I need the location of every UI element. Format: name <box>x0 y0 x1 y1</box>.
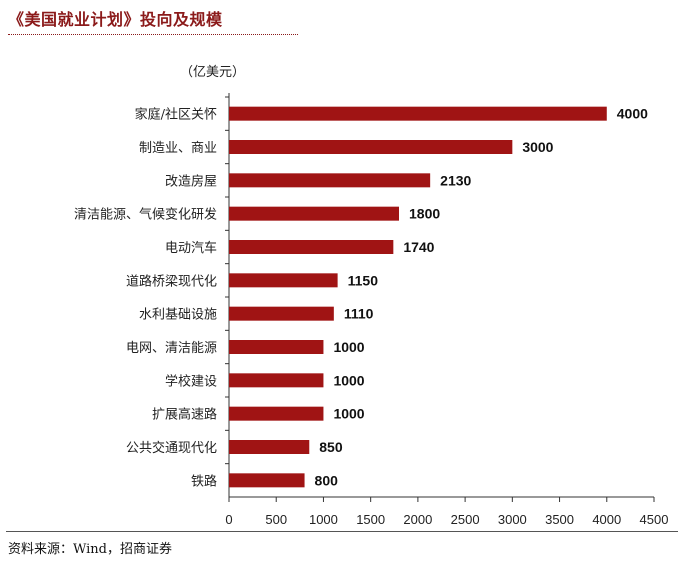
category-label: 道路桥梁现代化 <box>126 273 217 289</box>
category-label: 扩展高速路 <box>152 407 217 423</box>
footer-divider <box>6 531 678 532</box>
x-tick-label: 2500 <box>451 512 480 527</box>
category-label: 水利基础设施 <box>139 308 217 323</box>
category-label: 学校建设 <box>165 373 217 389</box>
category-label: 家庭/社区关怀 <box>135 107 217 123</box>
x-tick-label: 3500 <box>545 512 574 527</box>
category-label: 电动汽车 <box>165 240 217 256</box>
bar <box>229 173 431 188</box>
category-label: 公共交通现代化 <box>126 440 217 456</box>
data-label: 2130 <box>440 172 471 188</box>
category-label: 电网、清洁能源 <box>126 341 217 356</box>
x-tick-label: 3000 <box>498 512 527 527</box>
x-tick-label: 0 <box>225 512 232 527</box>
unit-label: （亿美元） <box>180 65 245 80</box>
data-label: 800 <box>315 472 339 488</box>
category-label: 改造房屋 <box>165 173 217 189</box>
bar <box>229 240 394 254</box>
category-label: 铁路 <box>191 473 217 489</box>
data-label: 4000 <box>617 106 648 122</box>
bar <box>229 440 310 454</box>
source-note: 资料来源：Wind，招商证券 <box>8 542 172 557</box>
bar <box>229 273 338 288</box>
bar <box>229 206 399 221</box>
data-label: 1150 <box>348 272 379 288</box>
bar <box>229 106 607 121</box>
bar <box>229 406 324 421</box>
data-label: 1000 <box>333 372 364 388</box>
bar <box>229 373 324 388</box>
data-label: 1000 <box>333 339 364 355</box>
bar-chart: （亿美元） 0 500 1000 1500 2000 2500 3000 3500 4000 450… <box>74 65 669 527</box>
category-label: 清洁能源、气候变化研发 <box>74 207 217 223</box>
title-divider <box>8 34 298 35</box>
data-label: 850 <box>319 439 343 455</box>
x-tick-label: 1000 <box>309 512 338 527</box>
data-label: 1800 <box>409 206 440 222</box>
chart-title: 《美国就业计划》投向及规模 <box>8 10 223 29</box>
x-tick-label: 1500 <box>356 512 385 527</box>
bar <box>229 473 305 488</box>
bar <box>229 306 334 321</box>
x-tick-label: 500 <box>265 512 287 527</box>
x-tick-label: 4000 <box>592 512 621 527</box>
x-tick-label: 4500 <box>640 512 669 527</box>
bar <box>229 340 324 354</box>
data-label: 1740 <box>403 239 434 255</box>
data-label: 3000 <box>522 139 553 155</box>
category-label: 制造业、商业 <box>139 141 217 156</box>
data-label: 1000 <box>333 406 364 422</box>
data-label: 1110 <box>344 306 374 322</box>
bar <box>229 140 513 154</box>
x-tick-label: 2000 <box>403 512 432 527</box>
